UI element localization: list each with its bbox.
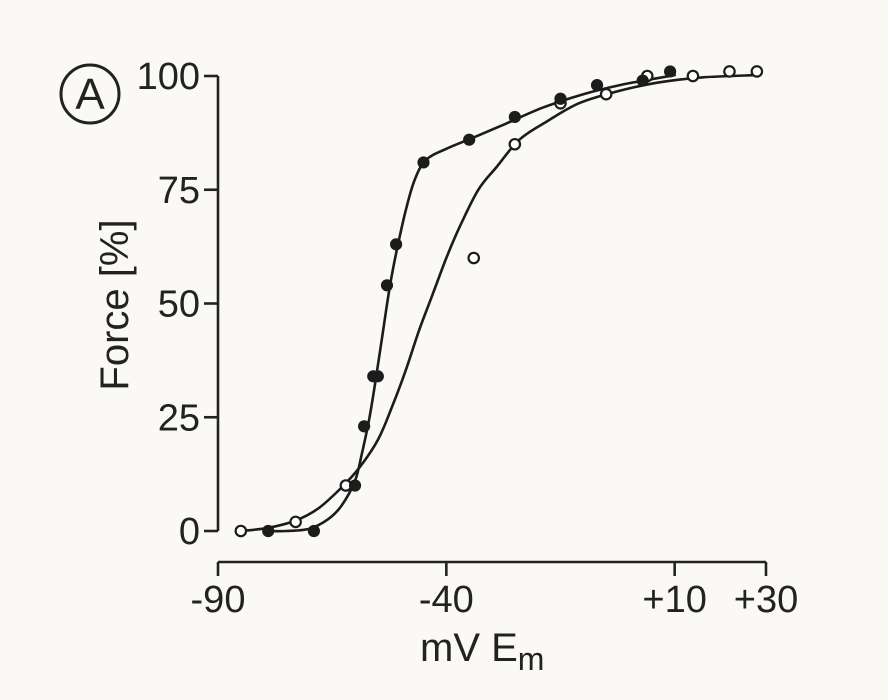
data-point-filled [262,524,275,538]
panel-label-circle [59,63,121,125]
axes: 0 25 50 75 100 -90 -40 +10 +30 [137,56,799,621]
x-axis-label-main: mV E [420,626,518,670]
data-point-filled [390,238,403,251]
data-point-filled [636,74,649,87]
data-point-open [289,515,302,529]
y-tick-label: 100 [137,56,200,98]
data-point-filled [508,110,521,124]
y-tick-label: 25 [158,397,200,439]
x-axis-label-subscript: m [518,641,545,677]
data-point-open [599,87,613,101]
data-point-filled [348,479,362,492]
data-point-filled [417,156,430,169]
data-point-filled [554,92,567,105]
data-point-open [750,65,764,78]
data-point-filled [380,279,394,292]
fit-curve-open [239,73,759,533]
fit-curve-filled [266,73,676,533]
x-tick-label: -90 [191,579,246,621]
fitted-curves [239,73,759,533]
x-axis-label: mV Em [420,626,544,677]
y-tick-label: 50 [158,284,200,326]
data-point-open [686,69,700,83]
data-point-filled [307,524,320,538]
x-tick-label: +10 [642,579,706,621]
y-tick-label: 75 [158,170,200,212]
data-point-open [508,137,522,151]
panel-label-letter: A [75,70,105,119]
data-point-filled [358,420,371,433]
data-point-filled [371,370,384,383]
data-point-open [234,524,248,538]
data-point-filled [463,133,476,146]
x-tick-label: -40 [419,579,474,621]
data-point-filled [590,79,604,92]
data-point-filled [664,65,677,78]
x-tick-label: +30 [734,579,798,621]
y-axis-label: Force [%] [93,219,137,390]
data-point-open [723,65,736,78]
data-point-open [467,251,481,265]
data-markers [234,65,764,538]
panel-label: A [59,63,121,125]
y-tick-label: 0 [179,511,200,553]
